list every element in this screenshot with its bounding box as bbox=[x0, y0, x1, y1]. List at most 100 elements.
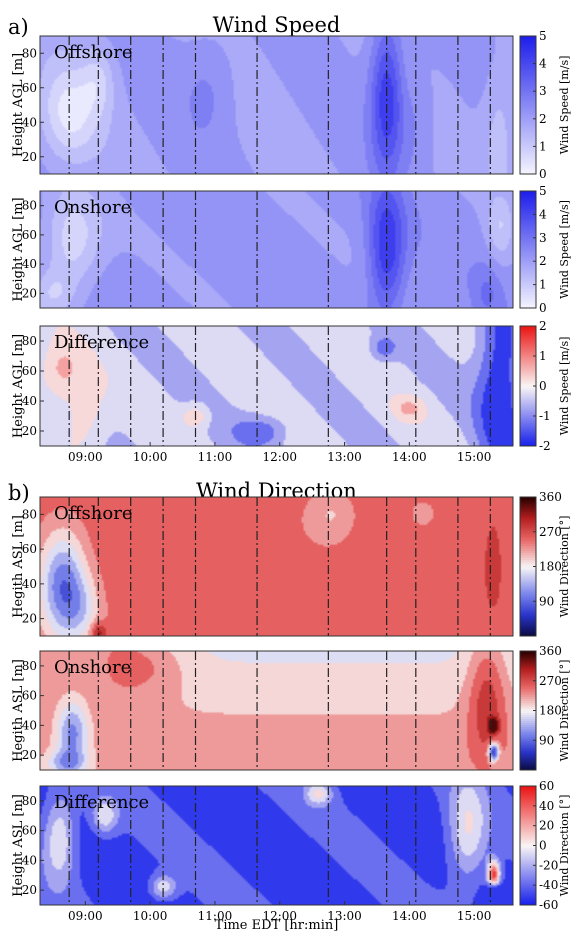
heatmap-field bbox=[40, 651, 513, 770]
colorbar-segment bbox=[520, 368, 536, 371]
ytick-label-20: 20 bbox=[22, 150, 37, 164]
colorbar: 90 180 270 360 Wind Direction [°] bbox=[519, 490, 571, 637]
colorbar-segment bbox=[520, 666, 536, 670]
colorbar-segment bbox=[520, 123, 536, 127]
colorbar-segment bbox=[520, 552, 536, 556]
ytick-label-20: 20 bbox=[22, 286, 37, 300]
colorbar-segment bbox=[520, 601, 536, 605]
colorbar-segment bbox=[520, 59, 536, 62]
colorbar-segment bbox=[520, 726, 536, 729]
colorbar-segment bbox=[520, 839, 536, 843]
cbar-tick-40: 40 bbox=[539, 799, 554, 813]
colorbar-segment bbox=[520, 153, 536, 157]
colorbar-segment bbox=[520, 432, 536, 435]
colorbar-segment bbox=[520, 241, 536, 245]
colorbar-label: Wind Direction [°] bbox=[558, 795, 571, 897]
colorbar-segment bbox=[520, 164, 536, 168]
colorbar-segment bbox=[520, 615, 536, 618]
ytick-label-80: 80 bbox=[22, 334, 37, 348]
colorbar-segment bbox=[520, 400, 536, 403]
cbar-tick-0: 0 bbox=[539, 301, 547, 315]
cbar-tick-5: 5 bbox=[539, 29, 547, 43]
colorbar-segment bbox=[520, 75, 536, 78]
colorbar-segment bbox=[520, 224, 536, 227]
colorbar-segment bbox=[520, 742, 536, 745]
colorbar-segment bbox=[520, 52, 536, 55]
colorbar-segment bbox=[520, 402, 536, 405]
section-letter-a: a) bbox=[8, 15, 29, 39]
colorbar-segment bbox=[520, 346, 536, 349]
colorbar-segment bbox=[520, 564, 536, 567]
colorbar-segment bbox=[520, 596, 536, 600]
colorbar-segment bbox=[520, 821, 536, 825]
colorbar-segment bbox=[520, 520, 536, 523]
colorbar-segment bbox=[520, 598, 536, 602]
colorbar-segment bbox=[520, 388, 536, 391]
heatmap-field bbox=[40, 497, 513, 636]
xtick-label-1000: 10:00 bbox=[133, 909, 168, 923]
cbar-tick-0: 0 bbox=[539, 379, 547, 393]
colorbar-segment bbox=[520, 265, 536, 268]
colorbar-segment bbox=[520, 157, 536, 161]
colorbar-segment bbox=[520, 130, 536, 134]
ylabel: Hegith ASL [m] bbox=[11, 515, 26, 618]
panel-label-difference: Difference bbox=[54, 792, 149, 813]
colorbar-segment bbox=[520, 724, 536, 727]
colorbar-segment bbox=[520, 243, 536, 247]
colorbar-segment bbox=[520, 269, 536, 272]
ylabel: Height AGL [m] bbox=[11, 53, 26, 157]
colorbar-segment bbox=[520, 762, 536, 765]
colorbar-segment bbox=[520, 561, 536, 565]
colorbar-segment bbox=[520, 222, 536, 225]
colorbar-segment bbox=[520, 406, 536, 409]
xtick-label-1500: 15:00 bbox=[457, 909, 492, 923]
colorbar-segment bbox=[520, 503, 536, 507]
colorbar-label: Wind Direction [°] bbox=[558, 516, 571, 618]
colorbar-segment bbox=[520, 42, 536, 46]
colorbar-segment bbox=[520, 899, 536, 902]
colorbar-segment bbox=[520, 580, 536, 584]
colorbar-segment bbox=[520, 63, 536, 67]
colorbar-segment bbox=[520, 704, 536, 708]
section-title-wind-speed: Wind Speed bbox=[213, 13, 341, 37]
colorbar-segment bbox=[520, 233, 536, 237]
colorbar-segment bbox=[520, 680, 536, 684]
colorbar-segment bbox=[520, 897, 536, 900]
colorbar-segment bbox=[520, 47, 536, 51]
colorbar-segment bbox=[520, 631, 536, 635]
panel-label-difference: Difference bbox=[54, 332, 149, 353]
colorbar-segment bbox=[520, 255, 536, 258]
colorbar-segment bbox=[520, 370, 536, 373]
colorbar-segment bbox=[520, 853, 536, 856]
colorbar-segment bbox=[520, 624, 536, 628]
ytick-label-40: 40 bbox=[22, 394, 37, 408]
colorbar-segment bbox=[520, 764, 536, 767]
colorbar-segment bbox=[520, 893, 536, 896]
colorbar-segment bbox=[520, 141, 536, 145]
colorbar-segment bbox=[520, 384, 536, 387]
cbar-tick-4: 4 bbox=[539, 57, 547, 71]
ytick-label-40: 40 bbox=[22, 577, 37, 591]
colorbar-segment bbox=[520, 573, 536, 577]
colorbar-segment bbox=[520, 348, 536, 351]
colorbar-segment bbox=[520, 855, 536, 858]
colorbar-segment bbox=[520, 748, 536, 751]
colorbar-segment bbox=[520, 392, 536, 395]
colorbar-segment bbox=[520, 358, 536, 361]
colorbar-segment bbox=[520, 608, 536, 612]
colorbar-segment bbox=[520, 901, 536, 904]
colorbar-segment bbox=[520, 829, 536, 833]
colorbar-segment bbox=[520, 752, 536, 755]
colorbar-segment bbox=[520, 678, 536, 682]
ytick-label-20: 20 bbox=[22, 424, 37, 438]
colorbar-segment bbox=[520, 708, 536, 711]
colorbar-segment bbox=[520, 226, 536, 229]
colorbar-segment bbox=[520, 230, 536, 233]
colorbar: -60 -40 -20 0 20 40 60 Wind Direction [°] bbox=[519, 779, 571, 912]
colorbar-segment bbox=[520, 845, 536, 848]
colorbar-segment bbox=[520, 692, 536, 696]
ytick-label-80: 80 bbox=[22, 659, 37, 673]
